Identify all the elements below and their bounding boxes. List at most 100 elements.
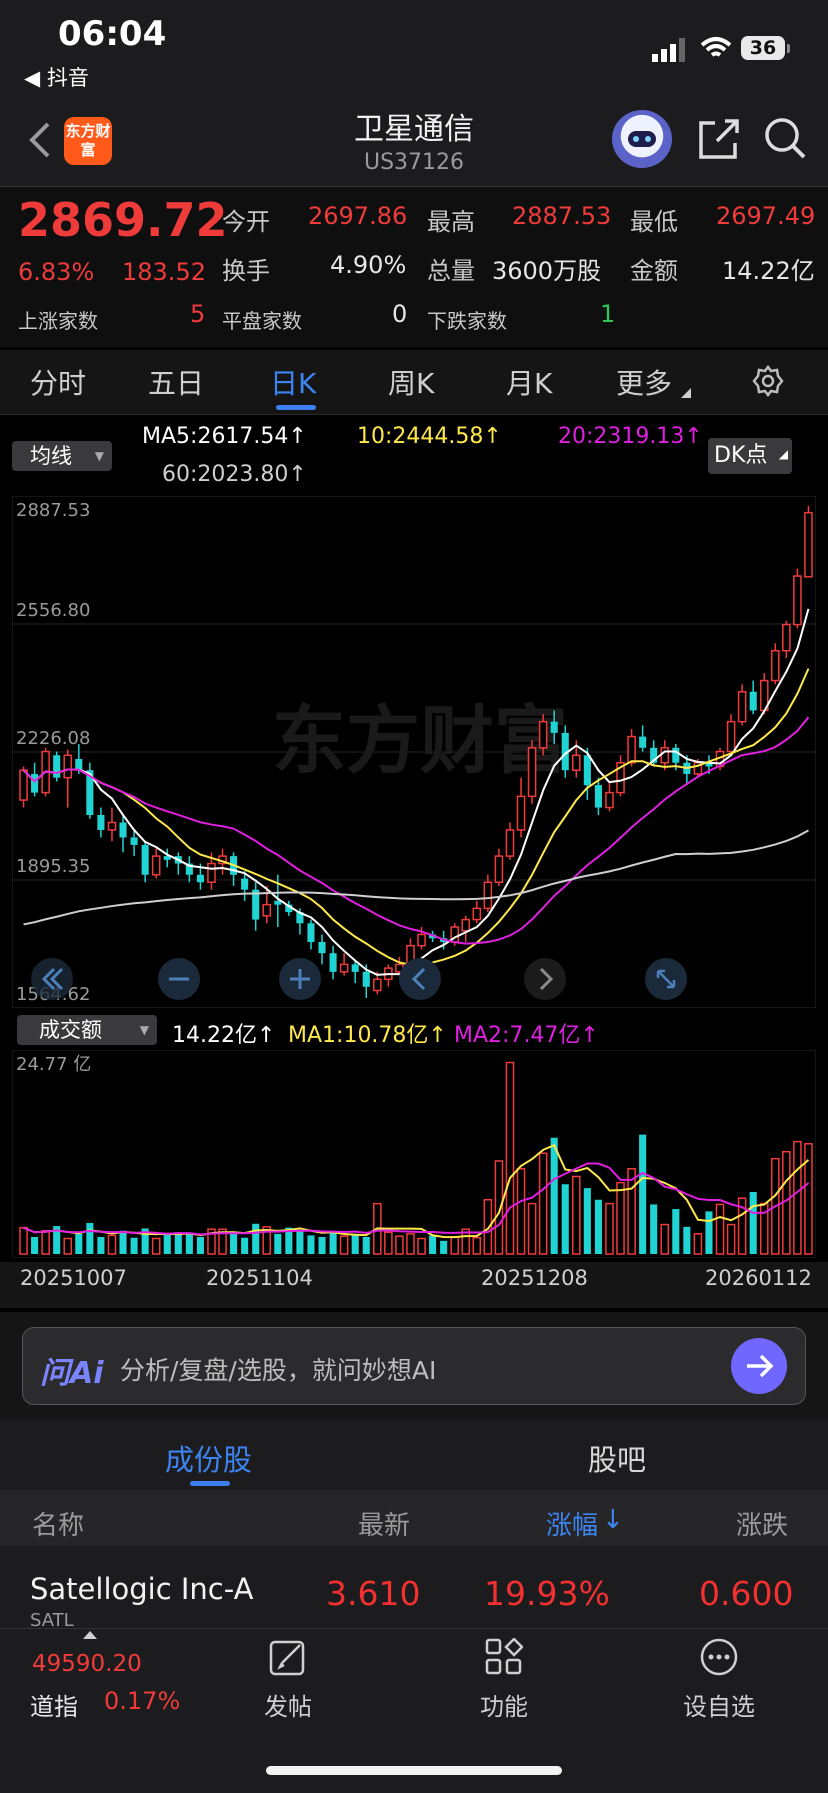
compose-post-icon[interactable] <box>268 1637 308 1677</box>
ma-indicator-select[interactable]: 均线 ▼ <box>12 441 112 471</box>
share-icon[interactable] <box>697 117 741 161</box>
tab-intraday[interactable]: 分时 <box>30 367 87 400</box>
tab-constituents[interactable]: 成份股 <box>165 1443 253 1477</box>
volume-bar <box>351 1233 359 1254</box>
column-name[interactable]: 名称 <box>32 1511 85 1541</box>
dow-index-value[interactable]: 49590.20 <box>32 1651 142 1677</box>
volume-bar <box>329 1231 337 1254</box>
bottom-tab-bar <box>0 1628 828 1793</box>
tab-daily-k[interactable]: 日K <box>270 367 317 400</box>
ma20-line <box>22 716 810 945</box>
scroll-left-double-icon[interactable] <box>30 957 74 1001</box>
volume-bar <box>639 1134 647 1254</box>
stock-header <box>0 100 828 187</box>
volume-bar <box>19 1226 28 1255</box>
volume-bar <box>218 1228 227 1255</box>
last-price: 2869.72 <box>18 193 228 247</box>
volume-bar <box>75 1233 83 1254</box>
volume-bar <box>406 1233 415 1255</box>
candle <box>561 732 569 771</box>
quote-panel <box>0 187 828 347</box>
nav-post-label[interactable]: 发帖 <box>264 1693 312 1721</box>
amount-value: 14.22亿 <box>722 257 815 285</box>
dk-points-button[interactable]: DK点 ◢ <box>708 438 792 474</box>
candle <box>804 511 813 578</box>
search-icon[interactable] <box>762 115 808 161</box>
volume-bar <box>318 1236 326 1254</box>
nav-functions-label[interactable]: 功能 <box>480 1693 528 1721</box>
volume-bar <box>262 1226 272 1255</box>
more-caret-icon <box>681 388 691 398</box>
candlestick-chart[interactable]: 东方财富 2887.53 2556.80 2226.08 1895.35 156… <box>12 496 816 1008</box>
volume-bar <box>119 1230 127 1254</box>
dow-index-pct: 0.17% <box>104 1687 181 1715</box>
dk-caret-icon: ◢ <box>778 447 788 461</box>
volume-bar <box>616 1181 625 1255</box>
functions-grid-icon[interactable] <box>485 1638 523 1676</box>
candle <box>285 904 293 913</box>
ai-input-box[interactable] <box>22 1327 806 1405</box>
volume-bar <box>163 1233 171 1254</box>
advancers-label: 上涨家数 <box>18 309 98 333</box>
volume-bar <box>274 1233 282 1254</box>
volume-indicator-select[interactable]: 成交额 ▼ <box>17 1015 157 1045</box>
volume-bar <box>429 1235 437 1254</box>
volume-bar <box>693 1233 703 1255</box>
candle <box>749 691 757 711</box>
nav-watchlist-label[interactable]: 设自选 <box>683 1693 755 1721</box>
tab-monthly-k[interactable]: 月K <box>506 367 553 400</box>
ai-assistant-robot-icon[interactable] <box>612 110 672 168</box>
candle <box>705 762 713 767</box>
volume-max-label: 24.77 亿 <box>16 1054 91 1075</box>
column-last[interactable]: 最新 <box>358 1511 411 1541</box>
dropdown-caret-icon: ▼ <box>94 449 104 463</box>
volume-bar <box>97 1236 105 1254</box>
candle <box>639 736 647 748</box>
volume-bar <box>384 1231 393 1255</box>
wifi-icon <box>700 37 732 57</box>
settings-gear-icon[interactable] <box>751 364 785 398</box>
ai-submit-button[interactable] <box>731 1338 787 1394</box>
candle <box>516 795 526 831</box>
expand-up-caret-icon[interactable] <box>83 1631 97 1639</box>
scroll-right-icon[interactable] <box>523 957 567 1001</box>
high-value: 2887.53 <box>512 202 612 230</box>
more-dots-icon[interactable] <box>699 1637 739 1677</box>
back-arrow-icon[interactable] <box>22 118 62 162</box>
turnover-value: 4.90% <box>330 251 407 279</box>
volume-bar <box>31 1236 39 1254</box>
column-change[interactable]: 涨跌 <box>736 1511 789 1541</box>
dropdown-caret-icon: ▼ <box>139 1023 149 1037</box>
candle <box>241 878 249 890</box>
candle <box>262 903 272 917</box>
volume-bar <box>804 1143 813 1255</box>
volume-bar <box>296 1229 304 1254</box>
volume-ma1-legend: MA1:10.78亿↑ <box>288 1023 447 1048</box>
zoom-in-icon[interactable] <box>278 957 322 1001</box>
volume-label: 总量 <box>427 257 475 285</box>
candle <box>771 649 780 682</box>
fullscreen-icon[interactable] <box>644 957 688 1001</box>
volume-ma2-line <box>23 1162 810 1236</box>
ai-input-placeholder[interactable]: 分析/复盘/选股，就问妙想AI <box>120 1356 437 1385</box>
ma10-legend: 10:2444.58↑ <box>357 424 502 449</box>
candle <box>627 735 636 764</box>
y-tick-3: 2226.08 <box>16 728 90 749</box>
volume-bar <box>550 1137 558 1254</box>
status-bar <box>0 0 828 100</box>
stock-code: US37126 <box>363 150 465 175</box>
candle <box>130 837 138 845</box>
back-to-app-link[interactable]: ◀ 抖音 <box>24 66 89 90</box>
scroll-left-icon[interactable] <box>398 957 442 1001</box>
ma60-line <box>23 829 809 926</box>
x-tick-3: 20251208 <box>481 1266 588 1290</box>
tab-weekly-k[interactable]: 周K <box>388 367 435 400</box>
volume-bar <box>538 1152 548 1255</box>
volume-bar <box>494 1160 504 1255</box>
column-change-pct[interactable]: 涨幅 <box>546 1511 599 1541</box>
tab-five-day[interactable]: 五日 <box>148 367 205 400</box>
zoom-out-icon[interactable] <box>157 957 201 1001</box>
tab-more[interactable]: 更多 <box>616 367 673 400</box>
volume-chart[interactable]: 24.77 亿 <box>12 1050 816 1258</box>
tab-forum[interactable]: 股吧 <box>588 1443 647 1477</box>
